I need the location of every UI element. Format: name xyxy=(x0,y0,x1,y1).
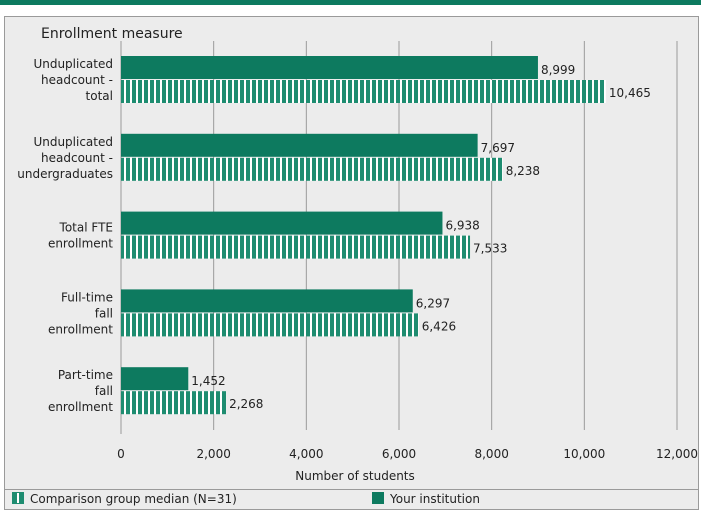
bar-comparison xyxy=(121,80,606,103)
bar-institution xyxy=(121,133,478,157)
category-label-line: Unduplicated xyxy=(33,135,113,149)
category-label-line: enrollment xyxy=(48,400,113,414)
category-label: Total FTE enrollment xyxy=(48,221,113,251)
data-label-institution: 6,297 xyxy=(416,296,450,310)
category-label-line: Part-time xyxy=(58,368,113,382)
data-label-institution: 6,938 xyxy=(445,219,479,233)
x-tick-label: 6,000 xyxy=(382,447,416,461)
data-label-comparison: 2,268 xyxy=(229,397,263,411)
bar-institution xyxy=(121,289,413,313)
x-tick-label: 8,000 xyxy=(474,447,508,461)
category-label-line: undergraduates xyxy=(17,167,113,181)
category-label: Unduplicated headcount - total xyxy=(33,57,113,103)
category-label-line: total xyxy=(86,89,113,103)
bar-comparison xyxy=(121,157,503,181)
category-label-line: Total FTE xyxy=(59,221,113,235)
legend-swatch-institution xyxy=(372,492,384,504)
x-tick-label: 0 xyxy=(117,447,125,461)
bar-institution xyxy=(121,367,189,391)
legend-label-institution: Your institution xyxy=(390,492,480,506)
bar-institution xyxy=(121,56,538,79)
x-tick-label: 4,000 xyxy=(289,447,323,461)
chart-title: Enrollment measure xyxy=(41,26,183,42)
data-label-comparison: 7,533 xyxy=(473,242,507,256)
bar-comparison xyxy=(121,391,227,415)
data-label-comparison: 8,238 xyxy=(506,164,540,178)
category-label: Unduplicated headcount - undergraduates xyxy=(17,135,113,181)
legend-swatch-comparison xyxy=(12,492,24,504)
category-label-line: enrollment xyxy=(48,322,113,336)
category-label-line: fall xyxy=(95,384,113,398)
data-label-institution: 1,452 xyxy=(191,374,225,388)
x-tick-label: 10,000 xyxy=(563,447,605,461)
legend-label-comparison: Comparison group median (N=31) xyxy=(30,492,237,506)
bar-institution xyxy=(121,211,443,235)
category-label: Full-time fall enrollment xyxy=(48,290,113,336)
bar-comparison xyxy=(121,313,419,337)
category-label-line: Unduplicated xyxy=(33,57,113,71)
legend-item-comparison: Comparison group median (N=31) xyxy=(12,492,237,506)
data-label-institution: 8,999 xyxy=(541,63,575,77)
x-tick-label: 12,000 xyxy=(656,447,698,461)
data-label-comparison: 6,426 xyxy=(422,319,456,333)
data-label-comparison: 10,465 xyxy=(609,86,651,100)
top-accent-bar xyxy=(0,0,701,5)
legend-item-institution: Your institution xyxy=(372,492,480,506)
category-label-line: Full-time xyxy=(61,290,113,304)
category-label-line: fall xyxy=(95,306,113,320)
data-label-institution: 7,697 xyxy=(481,141,515,155)
bar-comparison xyxy=(121,235,471,259)
category-label-line: enrollment xyxy=(48,237,113,251)
x-tick-label: 2,000 xyxy=(196,447,230,461)
category-label-line: headcount - xyxy=(41,151,113,165)
category-label-line: headcount - xyxy=(41,73,113,87)
x-axis-title: Number of students xyxy=(295,469,415,483)
legend: Comparison group median (N=31) Your inst… xyxy=(4,490,699,510)
category-label: Part-time fall enrollment xyxy=(48,368,113,414)
